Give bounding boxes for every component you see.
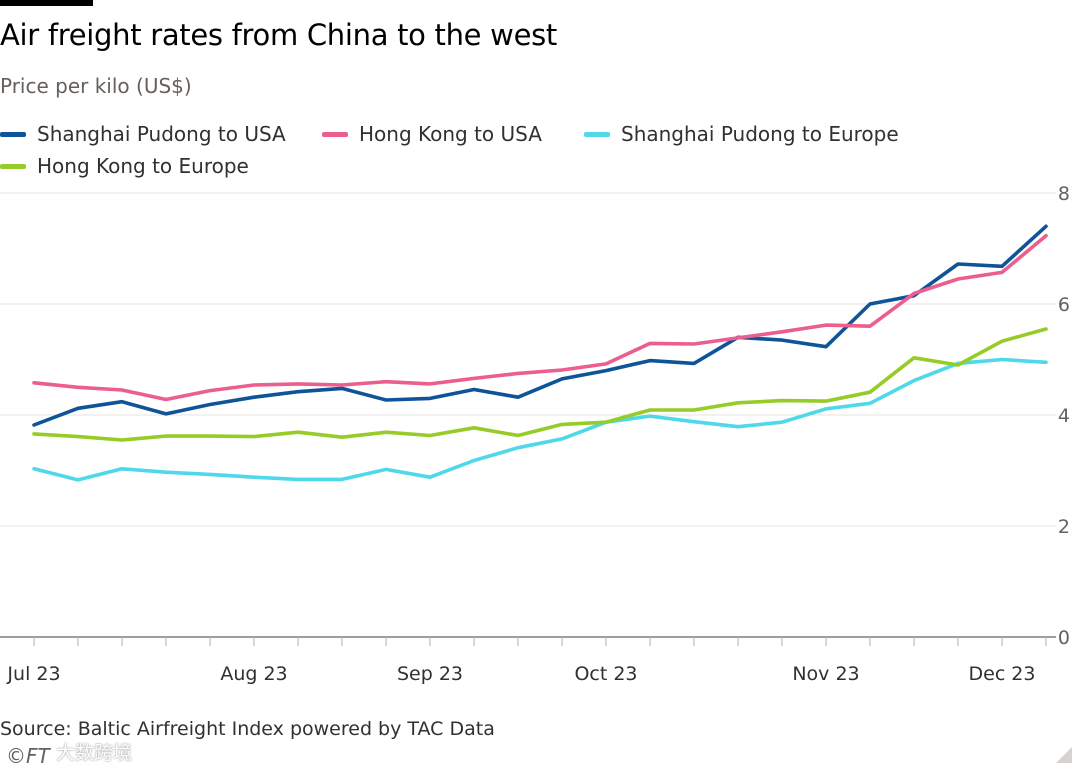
legend-swatch xyxy=(0,163,26,169)
y-tick-label: 8 xyxy=(1058,183,1070,205)
y-tick-label: 4 xyxy=(1058,405,1070,427)
legend-item-hongkong-usa: Hong Kong to USA xyxy=(322,122,542,146)
y-tick-label: 0 xyxy=(1058,627,1070,649)
series-line-hong-kong-to-europe xyxy=(32,327,1048,442)
watermark: 大数跨境 xyxy=(56,742,133,764)
legend-label: Shanghai Pudong to Europe xyxy=(621,122,899,146)
legend-label: Shanghai Pudong to USA xyxy=(37,122,286,146)
x-tick-label: Aug 23 xyxy=(220,663,287,685)
x-tick-label: Dec 23 xyxy=(969,663,1036,685)
legend-swatch xyxy=(0,131,26,137)
series-line-shanghai-pudong-to-usa xyxy=(32,224,1048,427)
x-tick-label: Sep 23 xyxy=(397,663,463,685)
legend-item-shanghai-europe: Shanghai Pudong to Europe xyxy=(584,122,899,146)
legend-label: Hong Kong to Europe xyxy=(37,154,249,178)
chart-title: Air freight rates from China to the west xyxy=(0,18,557,52)
brand-bar xyxy=(0,0,93,6)
x-tick-label: Jul 23 xyxy=(6,663,60,685)
chart-subtitle: Price per kilo (US$) xyxy=(0,74,192,98)
legend-item-shanghai-usa: Shanghai Pudong to USA xyxy=(0,122,286,146)
x-tick-label: Oct 23 xyxy=(574,663,637,685)
x-tick-label: Nov 23 xyxy=(792,663,859,685)
legend-item-hongkong-europe: Hong Kong to Europe xyxy=(0,154,249,178)
legend-swatch xyxy=(584,131,610,137)
resize-corner-icon xyxy=(1056,747,1072,763)
source-note: Source: Baltic Airfreight Index powered … xyxy=(0,718,495,740)
series-line-hong-kong-to-usa xyxy=(32,233,1048,402)
y-tick-label: 2 xyxy=(1058,516,1070,538)
legend-label: Hong Kong to USA xyxy=(359,122,542,146)
series-line-shanghai-pudong-to-europe xyxy=(32,357,1048,482)
y-tick-label: 6 xyxy=(1058,294,1070,316)
legend-swatch xyxy=(322,131,348,137)
ft-logo: ©FT xyxy=(6,744,50,768)
